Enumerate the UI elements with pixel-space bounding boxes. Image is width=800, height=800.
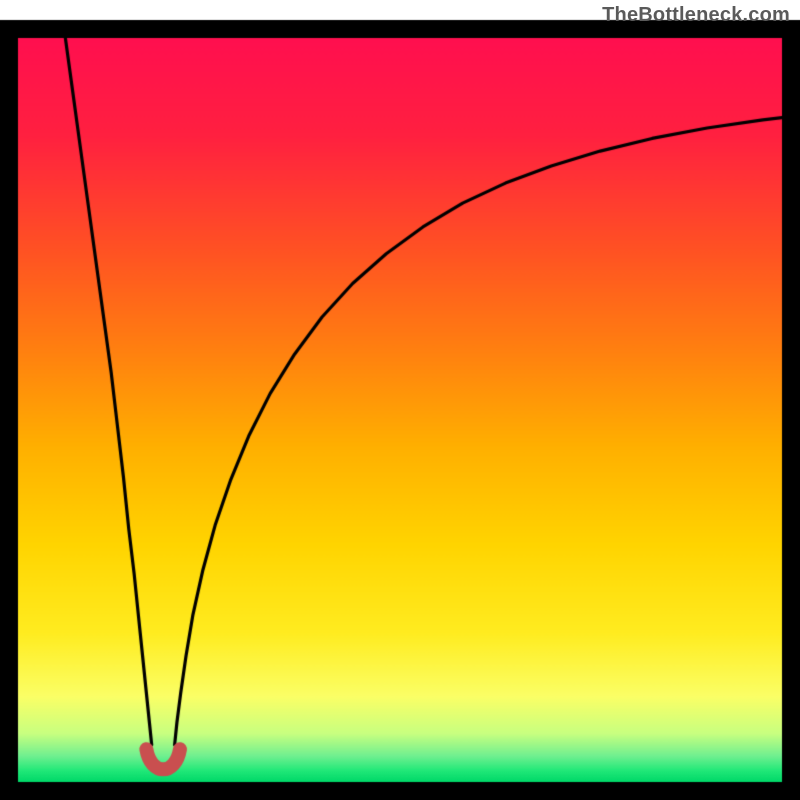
watermark-text: TheBottleneck.com (602, 4, 790, 27)
bottleneck-curve-plot (0, 0, 800, 800)
chart-container: TheBottleneck.com (0, 0, 800, 800)
